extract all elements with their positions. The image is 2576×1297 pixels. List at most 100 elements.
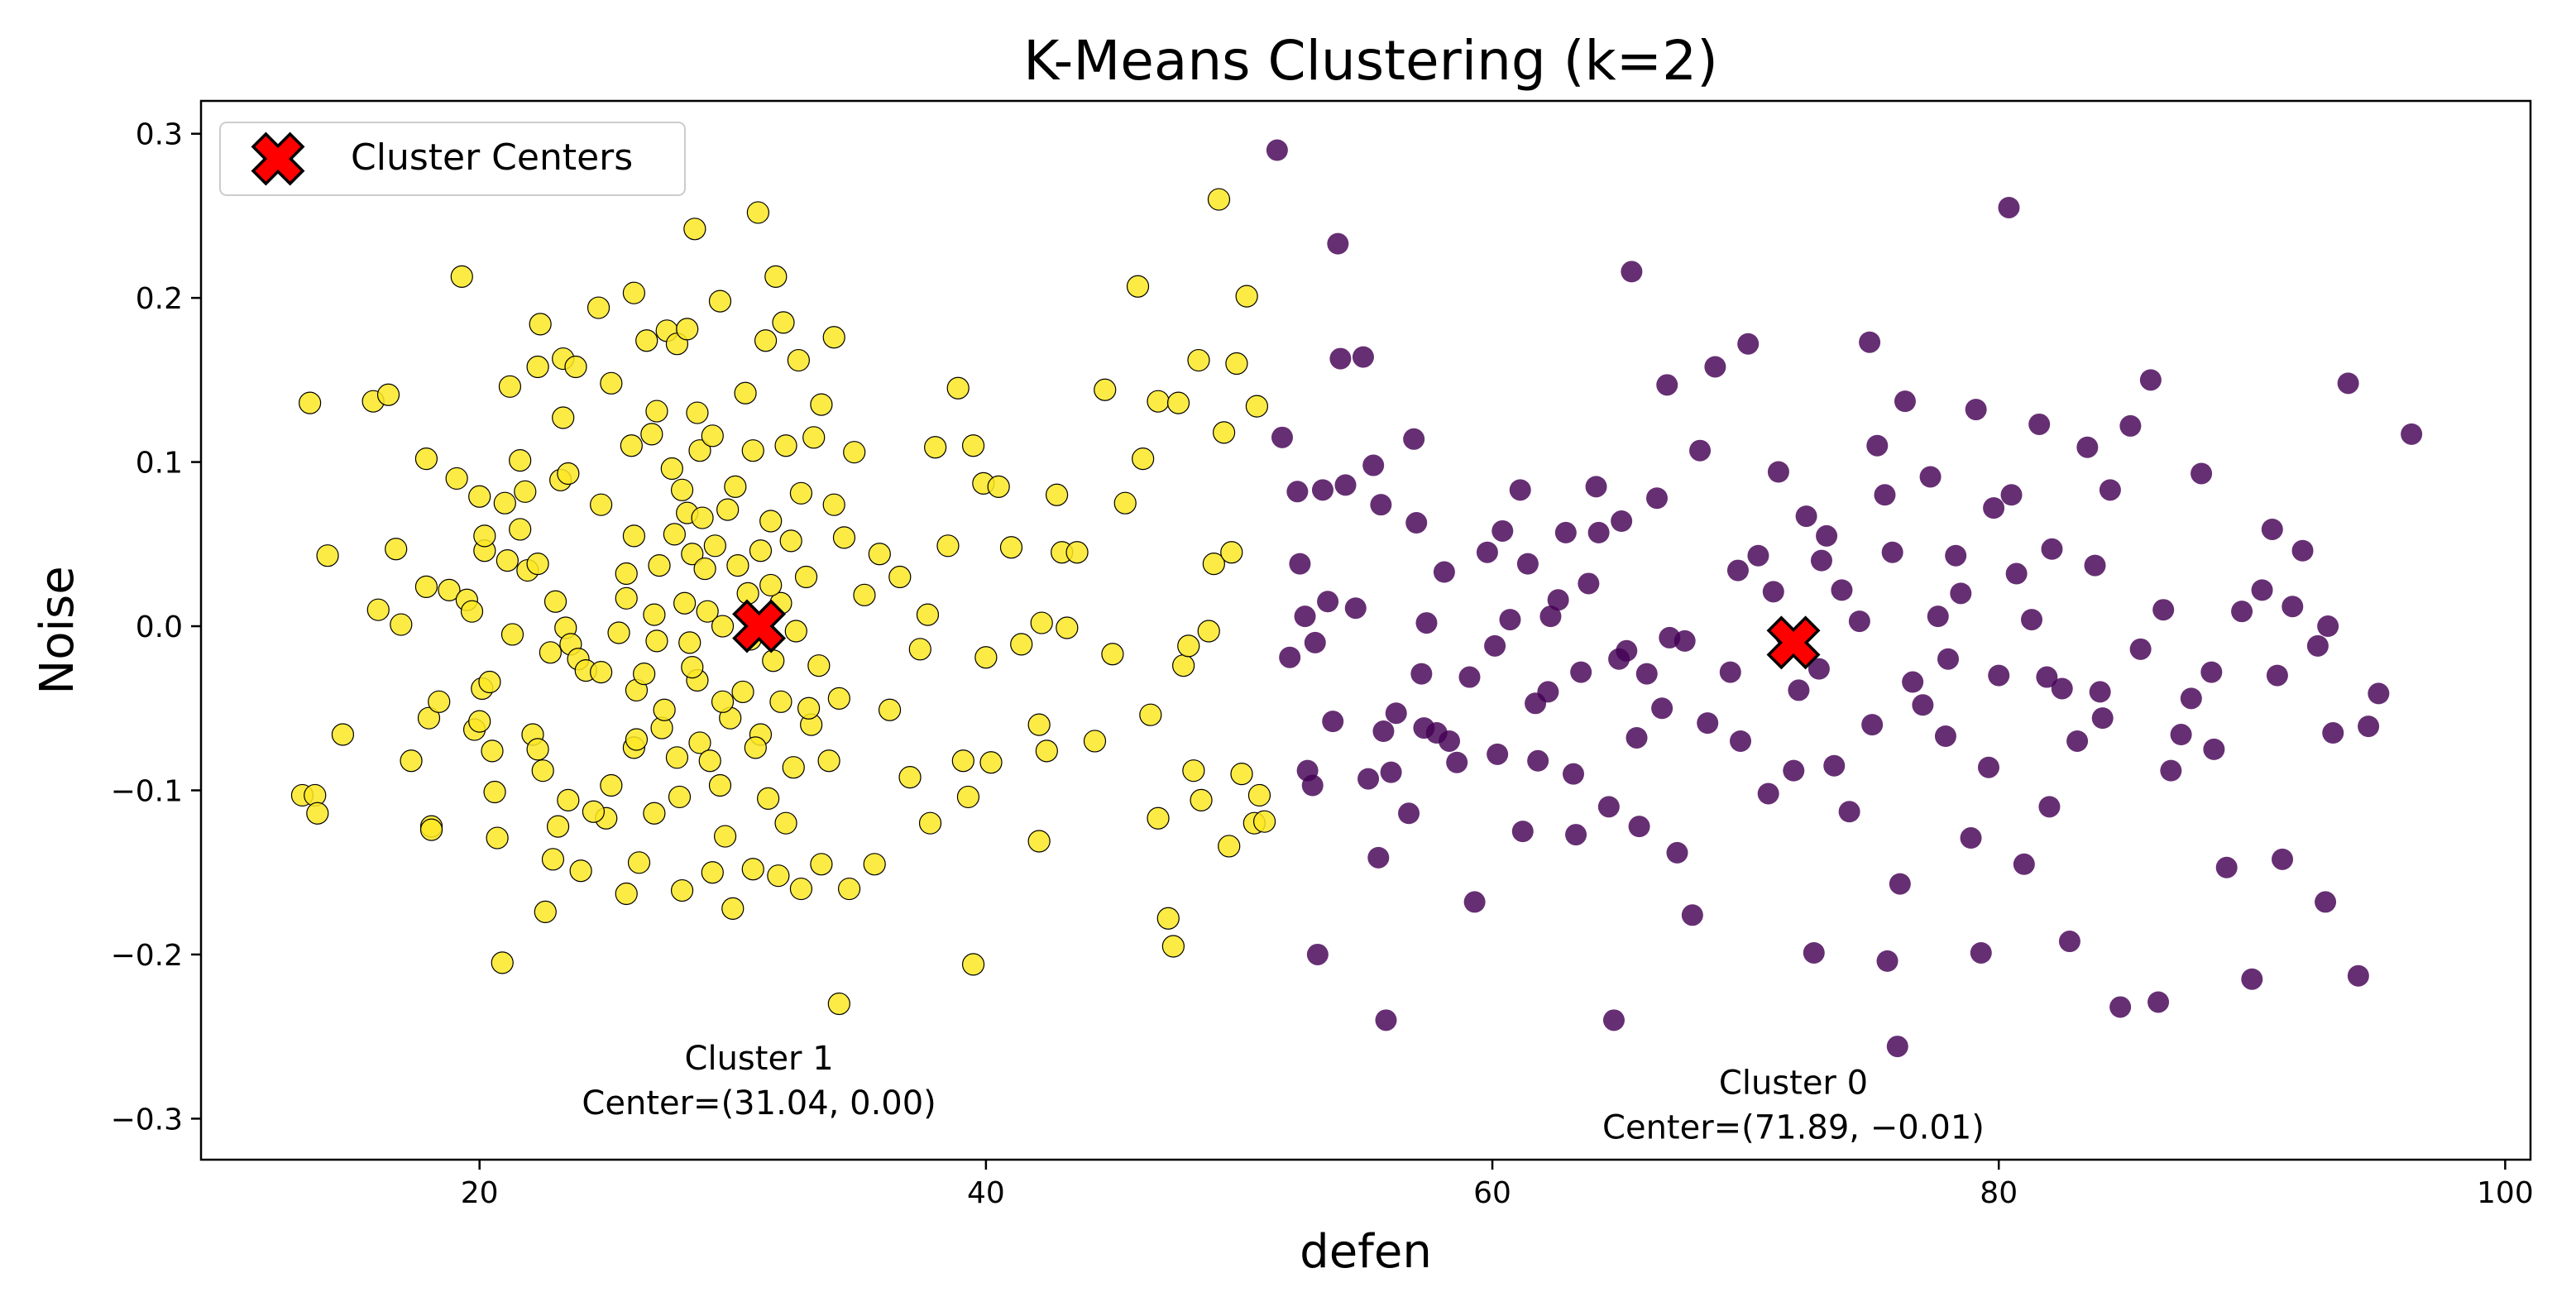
cluster-1-point	[526, 553, 549, 576]
cluster-0-point	[1602, 1009, 1625, 1031]
cluster-0-point	[1547, 589, 1569, 611]
cluster-1-point	[473, 524, 496, 548]
cluster-0-point	[1587, 521, 1610, 543]
cluster-0-point	[1487, 743, 1509, 765]
cluster-0-point	[1876, 950, 1898, 972]
cluster-1-point	[1202, 553, 1225, 576]
cluster-1-point	[789, 481, 813, 505]
cluster-0-point	[1344, 597, 1367, 620]
cluster-0-point	[1458, 666, 1481, 688]
cluster-0-point	[1439, 730, 1461, 752]
cluster-1-point	[898, 766, 922, 789]
cluster-0-point	[2170, 724, 2192, 746]
cluster-1-point	[1212, 421, 1236, 444]
cluster-0-point	[1861, 714, 1884, 736]
cluster-0-point	[1788, 679, 1810, 701]
cluster-1-point	[1045, 483, 1069, 506]
cluster-0-point	[1874, 484, 1896, 506]
cluster-0-point	[1375, 1009, 1397, 1031]
cluster-1-point	[587, 296, 610, 319]
y-tick-label: 0.1	[136, 447, 183, 481]
cluster-0-point	[1795, 505, 1817, 528]
cluster-1-point	[711, 690, 735, 713]
cluster-0-point	[1329, 347, 1352, 370]
cluster-1-point	[509, 449, 532, 472]
cluster-0-point	[1912, 694, 1934, 716]
cluster-0-point	[1808, 658, 1830, 680]
cluster-1-point	[498, 375, 522, 398]
cluster-1-point	[1177, 634, 1200, 658]
cluster-1-point	[853, 583, 876, 606]
cluster-1-point	[1030, 611, 1053, 634]
cluster-0-point	[1322, 711, 1344, 733]
cluster-1-point	[1166, 391, 1190, 414]
cluster-1-point	[366, 598, 390, 621]
x-tick-label: 60	[1473, 1176, 1511, 1210]
cluster-0-point	[2251, 579, 2273, 601]
cluster-1-point	[428, 690, 451, 713]
cluster-1-point	[701, 424, 724, 447]
cluster-1-point	[483, 780, 506, 804]
cluster-1-point	[569, 859, 592, 883]
cluster-0-point	[2129, 638, 2152, 660]
cluster-1-point	[633, 662, 656, 686]
cluster-0-point	[1767, 461, 1789, 483]
cluster-0-point	[2000, 484, 2023, 506]
cluster-1-point	[529, 313, 552, 336]
cluster-1-point	[390, 613, 413, 636]
cluster-1-point	[837, 877, 861, 901]
cluster-0-point	[1983, 497, 2005, 519]
cluster-0-point	[1398, 802, 1420, 825]
cluster-0-point	[2076, 436, 2099, 458]
cluster-0-point	[1433, 561, 1455, 583]
cluster-0-point	[1385, 702, 1407, 725]
cluster-1-point	[918, 811, 942, 835]
cluster-1-point	[1156, 907, 1180, 930]
cluster-0-point	[1697, 712, 1719, 735]
cluster-1-point	[438, 578, 461, 601]
cluster-0-point	[1565, 824, 1587, 846]
cluster-1-point	[552, 406, 575, 429]
cluster-1-point	[767, 864, 790, 888]
cluster-1-point	[678, 631, 701, 654]
cluster-1-point	[987, 475, 1010, 498]
cluster-1-point	[1190, 788, 1213, 811]
cluster-1-point	[779, 529, 802, 553]
cluster-1-point	[600, 773, 623, 797]
cluster-1-point	[703, 534, 726, 558]
cluster-0-point	[1894, 390, 1916, 413]
cluster-1-point	[802, 426, 826, 449]
cluster-0-point	[1621, 261, 1643, 283]
cluster-1-point	[557, 788, 580, 811]
cluster-1-point	[615, 882, 638, 906]
cluster-0-point	[1937, 648, 1959, 670]
cluster-0-point	[1327, 232, 1349, 255]
cluster-0-point	[1783, 759, 1805, 782]
cluster-1-point	[526, 738, 549, 761]
cluster-1-point	[557, 462, 580, 486]
cluster-0-point	[2358, 716, 2380, 738]
cluster-1-point	[924, 436, 947, 459]
cluster-1-point	[531, 759, 554, 783]
cluster-0-point	[1848, 610, 1870, 633]
cluster-1-point	[400, 749, 423, 773]
cluster-1-point	[1161, 935, 1185, 958]
cluster-0-point	[1372, 720, 1395, 743]
cluster-0-point	[1673, 629, 1696, 652]
cluster-1-point	[759, 510, 783, 533]
cluster-1-point	[445, 467, 468, 491]
cluster-1-point	[749, 539, 773, 562]
cluster-1-point	[478, 670, 501, 694]
annotation-title: Cluster 1	[685, 1040, 834, 1078]
cluster-1-point	[789, 877, 813, 901]
cluster-0-point	[1334, 474, 1357, 496]
cluster-1-point	[1094, 378, 1117, 401]
cluster-1-point	[460, 600, 484, 623]
cluster-1-point	[782, 756, 805, 779]
chart-title: K-Means Clustering (k=2)	[1023, 29, 1718, 93]
cluster-0-point	[1919, 466, 1942, 488]
cluster-1-point	[643, 802, 666, 825]
cluster-1-point	[1027, 713, 1051, 736]
cluster-1-point	[663, 523, 686, 546]
cluster-centers	[732, 599, 1821, 670]
